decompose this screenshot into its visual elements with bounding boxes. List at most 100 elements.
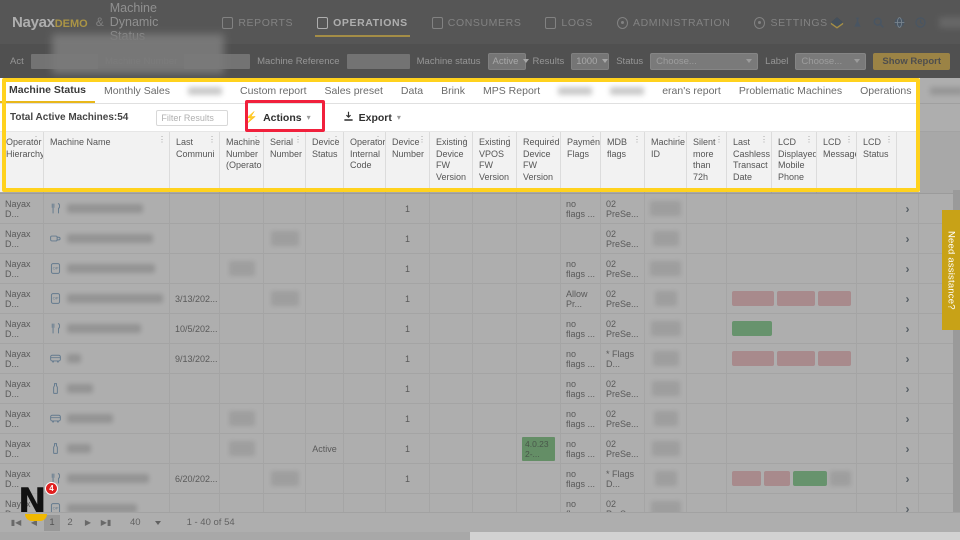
column-header-lcd-message[interactable]: LCD Message ⋮ xyxy=(817,132,857,193)
row-expand-button[interactable]: › xyxy=(897,253,919,284)
flask-icon[interactable] xyxy=(851,15,865,29)
table-row[interactable]: Nayax D... 6/20/202... 1 no flags ... * Flag… xyxy=(0,463,960,494)
tab-sales-preset[interactable]: Sales preset xyxy=(324,84,383,97)
column-header-device-status[interactable]: Device Status ⋮ xyxy=(306,132,344,193)
tab-custom-report[interactable]: Custom report xyxy=(239,84,307,97)
machine-status-select[interactable]: Active xyxy=(487,52,530,70)
row-expand-button[interactable]: › xyxy=(897,223,919,254)
column-menu-icon[interactable]: ⋮ xyxy=(760,135,768,144)
column-menu-icon[interactable]: ⋮ xyxy=(418,135,426,144)
column-header-mdb-flags[interactable]: MDB flags ⋮ xyxy=(601,132,645,193)
filter-results-input[interactable]: Filter Results xyxy=(156,109,229,126)
column-menu-icon[interactable]: ⋮ xyxy=(675,135,683,144)
tab-mps-report[interactable]: MPS Report xyxy=(483,84,541,97)
autocomplete-dropdown-overlay[interactable] xyxy=(52,34,224,74)
status-select[interactable]: Choose... xyxy=(650,52,759,70)
row-expand-button[interactable]: › xyxy=(897,343,919,374)
column-header-last-cashless-transact-date[interactable]: Last Cashless Transact Date ⋮ xyxy=(727,132,772,193)
column-header-machine-number-operato[interactable]: Machine Number (Operato ⋮ xyxy=(220,132,264,193)
row-expand-button[interactable]: › xyxy=(897,433,919,464)
column-menu-icon[interactable]: ⋮ xyxy=(589,135,597,144)
table-row[interactable]: Nayax D... 9/13/202... 1 no flags ... * Flag… xyxy=(0,343,960,374)
nav-item-logs[interactable]: LOGS xyxy=(543,4,595,41)
last-page-button[interactable]: ▶▮ xyxy=(100,518,112,527)
tab-brink[interactable]: Brink xyxy=(441,84,466,97)
column-menu-icon[interactable]: ⋮ xyxy=(549,135,557,144)
column-header-lcd-displayed-mobile-phone[interactable]: LCD Displayed Mobile Phone ⋮ xyxy=(772,132,817,193)
export-button[interactable]: Export ▾ xyxy=(337,109,407,127)
column-header-last-communi[interactable]: Last Communi ⋮ xyxy=(170,132,220,193)
brand-logo[interactable]: NayaxDEMO xyxy=(12,14,88,31)
diamond-icon[interactable] xyxy=(830,15,844,29)
column-header-existing-vpos-fw-version[interactable]: Existing VPOS FW Version ⋮ xyxy=(473,132,517,193)
row-expand-button[interactable]: › xyxy=(897,403,919,434)
column-header-device-number[interactable]: Device Number ⋮ xyxy=(386,132,430,193)
row-expand-button[interactable]: › xyxy=(897,313,919,344)
column-header-operator-internal-code[interactable]: Operator Internal Code ⋮ xyxy=(344,132,386,193)
column-menu-icon[interactable]: ⋮ xyxy=(332,135,340,144)
column-menu-icon[interactable]: ⋮ xyxy=(158,135,166,144)
results-select[interactable]: 1000 xyxy=(571,52,610,70)
tab-redacted[interactable] xyxy=(921,78,960,103)
row-expand-button[interactable]: › xyxy=(897,373,919,404)
table-row[interactable]: Nayax D... OP 3/13/202... 1 Allow Pr... 02 Pr… xyxy=(0,283,960,314)
row-expand-button[interactable]: › xyxy=(897,193,919,224)
row-expand-button[interactable]: › xyxy=(897,283,919,314)
table-row[interactable]: Nayax D... 1 02 PreSe... › xyxy=(0,223,960,254)
clock-icon[interactable] xyxy=(914,15,928,29)
row-expand-button[interactable]: › xyxy=(897,463,919,494)
column-menu-icon[interactable]: ⋮ xyxy=(805,135,813,144)
table-row[interactable]: Nayax D... 1 no flags ... 02 PreSe... › xyxy=(0,373,960,404)
column-menu-icon[interactable]: ⋮ xyxy=(505,135,513,144)
column-menu-icon[interactable]: ⋮ xyxy=(208,135,216,144)
tab-machine-status[interactable]: Machine Status xyxy=(0,78,96,103)
label-select[interactable]: Choose... xyxy=(795,52,867,70)
globe-icon[interactable] xyxy=(893,15,907,29)
column-header-payment-flags[interactable]: Payment Flags ⋮ xyxy=(561,132,601,193)
column-header-serial-number[interactable]: Serial Number ⋮ xyxy=(264,132,306,193)
tab-data[interactable]: Data xyxy=(400,84,424,97)
column-menu-icon[interactable]: ⋮ xyxy=(32,135,40,144)
page-number-2[interactable]: 2 xyxy=(67,517,73,528)
column-header-existing-device-fw-version[interactable]: Existing Device FW Version ⋮ xyxy=(430,132,473,193)
tab-redacted[interactable] xyxy=(179,78,231,103)
tab-monthly-sales[interactable]: Monthly Sales xyxy=(104,84,170,97)
next-page-button[interactable]: ▶ xyxy=(84,518,92,527)
column-header-machine-id[interactable]: Machine ID ⋮ xyxy=(645,132,687,193)
tab-redacted[interactable] xyxy=(549,78,601,103)
column-header-machine-name[interactable]: Machine Name ⋮ xyxy=(44,132,170,193)
table-row[interactable]: Nayax D... OP 1 no flags ... 02 PreSe... › xyxy=(0,253,960,284)
column-header-silent-more-than-72h[interactable]: Silent more than 72h ⋮ xyxy=(687,132,727,193)
tab-eran-s-report[interactable]: eran's report xyxy=(662,84,721,97)
machine-reference-input[interactable] xyxy=(346,53,410,69)
column-header-required-device-fw-version[interactable]: Required Device FW Version ⋮ xyxy=(517,132,561,193)
table-row[interactable]: Nayax D... 10/5/202... 1 no flags ... 02 Pre… xyxy=(0,313,960,344)
nav-item-consumers[interactable]: CONSUMERS xyxy=(430,4,524,41)
search-icon[interactable] xyxy=(872,15,886,29)
show-report-button[interactable]: Show Report xyxy=(873,52,950,70)
user-account-name[interactable] xyxy=(938,16,960,28)
column-menu-icon[interactable]: ⋮ xyxy=(715,135,723,144)
chat-widget-launcher[interactable]: N 4 xyxy=(18,482,58,522)
column-menu-icon[interactable]: ⋮ xyxy=(461,135,469,144)
actions-button[interactable]: ⚡ Actions ▾ xyxy=(238,109,316,126)
table-row[interactable]: Nayax D... 1 no flags ... 02 PreSe... › xyxy=(0,403,960,434)
table-row[interactable]: Nayax D... 1 no flags ... 02 PreSe... › xyxy=(0,193,960,224)
page-size-select[interactable]: 40 xyxy=(130,517,161,528)
nav-item-administration[interactable]: ADMINISTRATION xyxy=(615,4,732,41)
tab-problematic-machines[interactable]: Problematic Machines xyxy=(738,84,843,97)
nav-item-settings[interactable]: SETTINGS xyxy=(752,4,829,41)
column-menu-icon[interactable]: ⋮ xyxy=(374,135,382,144)
table-row[interactable]: Nayax D... Active 1 4.0.23 2-... no flags ..… xyxy=(0,433,960,464)
column-menu-icon[interactable]: ⋮ xyxy=(252,135,260,144)
tab-redacted[interactable] xyxy=(601,78,653,103)
need-assistance-tab[interactable]: Need assistance? xyxy=(942,210,960,330)
nav-item-reports[interactable]: REPORTS xyxy=(220,4,295,41)
column-header-lcd-status[interactable]: LCD Status ⋮ xyxy=(857,132,897,193)
column-menu-icon[interactable]: ⋮ xyxy=(885,135,893,144)
tab-operations[interactable]: Operations xyxy=(860,84,912,97)
column-header-operator-hierarchy[interactable]: Operator Hierarchy ⋮ xyxy=(0,132,44,193)
column-menu-icon[interactable]: ⋮ xyxy=(845,135,853,144)
horizontal-scrollbar[interactable] xyxy=(0,532,960,540)
column-menu-icon[interactable]: ⋮ xyxy=(294,135,302,144)
